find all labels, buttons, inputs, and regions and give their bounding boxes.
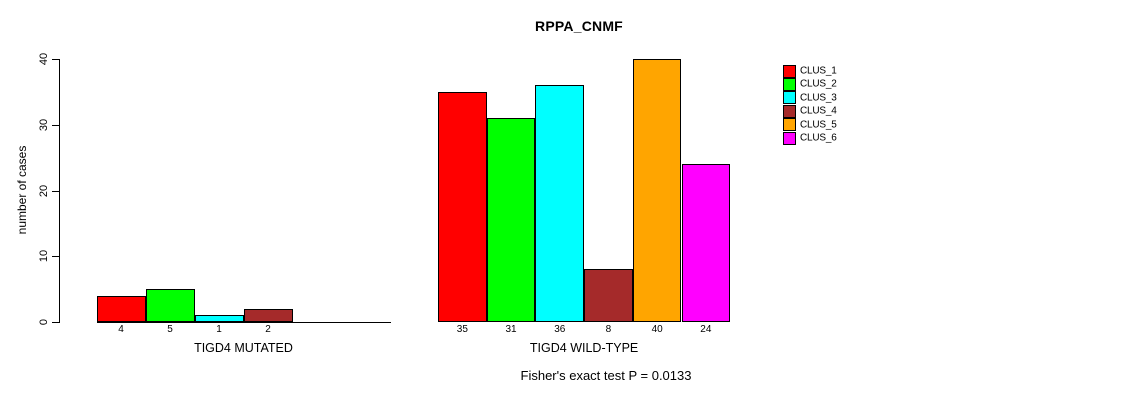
footnote-fisher-test: Fisher's exact test P = 0.0133 — [520, 368, 692, 383]
bar-value-label: 35 — [456, 324, 468, 335]
legend-swatch-clus_4 — [783, 104, 796, 118]
legend-label: CLUS_6 — [800, 132, 837, 144]
bar-clus_5 — [632, 59, 682, 322]
bar-clus_1 — [438, 91, 487, 322]
bar-value-label: 2 — [265, 324, 271, 335]
bar-clus_4 — [243, 308, 293, 322]
bar-clus_3 — [194, 315, 244, 322]
bar-clus_4 — [584, 269, 633, 322]
bar-value-label: 8 — [605, 324, 612, 335]
bar-clus_2 — [486, 118, 536, 322]
legend-swatch-clus_1 — [783, 64, 796, 78]
legend-swatch-clus_5 — [783, 118, 796, 132]
legend-swatch-clus_2 — [783, 77, 796, 91]
legend-label: CLUS_4 — [800, 105, 837, 117]
bar-clus_2 — [145, 289, 195, 322]
legend-label: CLUS_5 — [800, 119, 837, 131]
bar-clus_6 — [681, 164, 731, 322]
y-axis-tick — [52, 124, 59, 126]
group-label-mutated: TIGD4 MUTATED — [194, 341, 293, 355]
bar-value-label: 4 — [118, 324, 124, 335]
bar-clus_1 — [96, 295, 146, 322]
legend-swatch-clus_3 — [783, 91, 796, 105]
x-axis-line — [96, 322, 391, 323]
y-axis-tick — [52, 322, 59, 323]
bar-value-label: 5 — [167, 324, 173, 335]
legend-swatch-clus_6 — [783, 131, 796, 145]
y-axis-tick — [52, 256, 59, 258]
y-axis-line — [59, 59, 60, 323]
bar-value-label: 24 — [700, 324, 712, 335]
bar-value-label: 36 — [554, 324, 566, 335]
legend-label: CLUS_3 — [800, 92, 837, 104]
bar-value-label: 40 — [651, 324, 663, 335]
chart-title: RPPA_CNMF — [535, 18, 623, 34]
bar-clus_3 — [535, 85, 585, 322]
y-axis-tick — [52, 190, 59, 192]
legend-label: CLUS_1 — [800, 65, 837, 77]
bar-value-label: 1 — [216, 324, 222, 335]
group-label-wild-type: TIGD4 WILD-TYPE — [529, 341, 639, 355]
legend-label: CLUS_2 — [800, 78, 837, 90]
y-axis-tick — [52, 59, 59, 60]
bar-value-label: 31 — [505, 324, 517, 335]
